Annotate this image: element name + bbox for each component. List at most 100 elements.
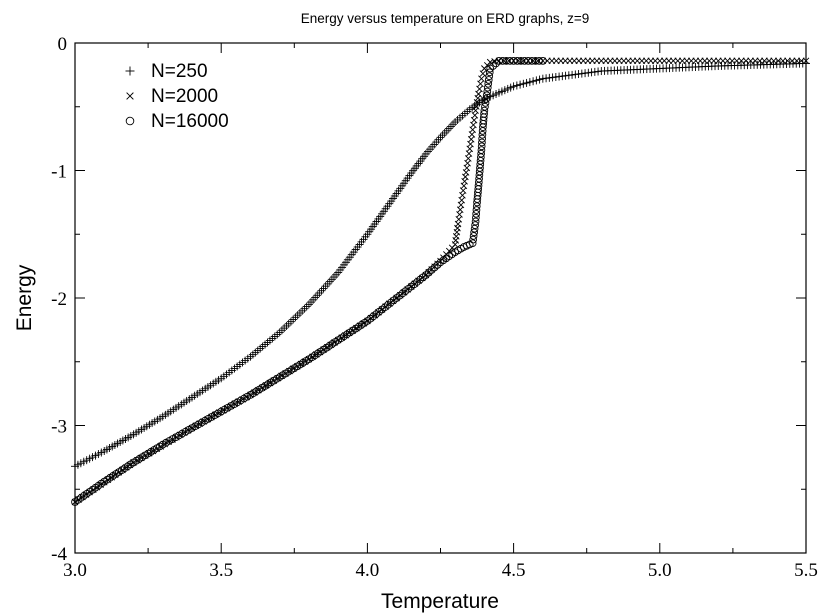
data-point — [449, 120, 458, 129]
x-b — [464, 155, 472, 162]
data-point — [519, 79, 528, 88]
data-point — [433, 261, 442, 269]
x-b — [469, 126, 476, 134]
x-b — [470, 116, 478, 124]
x-b — [465, 150, 473, 157]
x-b — [93, 483, 101, 491]
data-point — [477, 146, 486, 154]
data-point — [477, 142, 486, 151]
legend-label: N=2000 — [151, 86, 218, 107]
data-point — [483, 87, 492, 96]
data-point — [484, 79, 493, 88]
data-point — [280, 324, 289, 333]
y-tick-label: -3 — [51, 417, 67, 438]
x-b — [149, 447, 157, 455]
data-point — [535, 56, 544, 65]
x-b — [467, 140, 474, 148]
data-point — [502, 56, 511, 65]
data-point — [474, 94, 482, 102]
data-point — [319, 284, 328, 293]
data-point — [295, 309, 304, 318]
x-tick-label: 3.0 — [63, 560, 87, 581]
x-tick-label: 3.5 — [209, 560, 233, 581]
data-point — [477, 149, 485, 158]
data-point — [332, 270, 341, 279]
data-point — [532, 76, 541, 85]
x-b — [459, 187, 467, 194]
x-b — [457, 201, 465, 209]
x-b — [386, 300, 393, 308]
x-b — [451, 241, 459, 248]
x-b — [470, 121, 477, 129]
data-point — [468, 239, 477, 248]
data-point — [509, 56, 518, 65]
x-b — [477, 80, 484, 88]
x-b — [108, 473, 115, 481]
data-point — [524, 56, 533, 65]
axis-ticks — [74, 42, 807, 554]
x-b — [327, 341, 335, 349]
x-b — [479, 70, 487, 77]
x-b — [122, 464, 130, 471]
data-point — [478, 130, 487, 139]
x-b — [78, 493, 86, 501]
data-point — [321, 282, 330, 291]
data-point — [284, 319, 293, 328]
x-b — [467, 135, 475, 143]
data-point — [315, 288, 324, 297]
x-b — [463, 164, 471, 172]
data-point — [293, 311, 302, 320]
data-point — [528, 56, 536, 65]
data-point — [485, 72, 494, 81]
x-b — [342, 331, 349, 339]
x-b — [312, 351, 320, 358]
data-point — [509, 82, 518, 91]
data-point — [444, 124, 453, 133]
axis-tick-labels: 3.0 3.5 4.0 4.5 5.0 5.5 0 -1 -2 -3 -4 — [51, 34, 818, 581]
x-b — [471, 112, 479, 119]
x-b — [161, 440, 168, 448]
data-point — [517, 56, 525, 65]
x-b — [137, 454, 145, 462]
data-point — [484, 76, 493, 84]
x-b — [462, 169, 470, 176]
x-b — [415, 277, 422, 285]
data-point — [323, 279, 332, 288]
legend-marker — [125, 66, 135, 76]
data-point — [309, 295, 318, 304]
x-b — [486, 58, 494, 66]
data-point — [535, 75, 544, 84]
data-point — [311, 293, 320, 302]
x-b — [400, 288, 408, 296]
x-axis-label: Temperature — [381, 590, 499, 613]
x-b — [468, 131, 476, 138]
legend: N=250 N=2000 N=16000 — [125, 61, 229, 132]
x-b — [452, 237, 460, 244]
y-tick-label: -4 — [51, 544, 67, 565]
x-b — [454, 224, 461, 232]
data-point — [481, 102, 489, 111]
data-point — [291, 313, 300, 322]
data-point — [525, 78, 534, 87]
data-point — [317, 286, 326, 295]
x-b — [452, 232, 460, 240]
x-b — [455, 215, 463, 223]
data-point — [498, 56, 507, 65]
x-tick-label: 5.5 — [794, 560, 818, 581]
data-point — [325, 277, 334, 286]
data-point — [470, 224, 479, 233]
data-point — [478, 134, 487, 143]
x-b — [456, 206, 464, 214]
data-point — [479, 70, 487, 77]
data-point — [430, 263, 439, 272]
data-point — [512, 81, 521, 90]
x-b — [459, 192, 466, 199]
data-point — [471, 221, 479, 229]
data-point — [307, 298, 316, 307]
data-point — [483, 83, 492, 92]
data-point — [282, 321, 291, 330]
data-point — [327, 275, 336, 284]
x-b — [473, 103, 480, 110]
x-b — [474, 94, 482, 102]
